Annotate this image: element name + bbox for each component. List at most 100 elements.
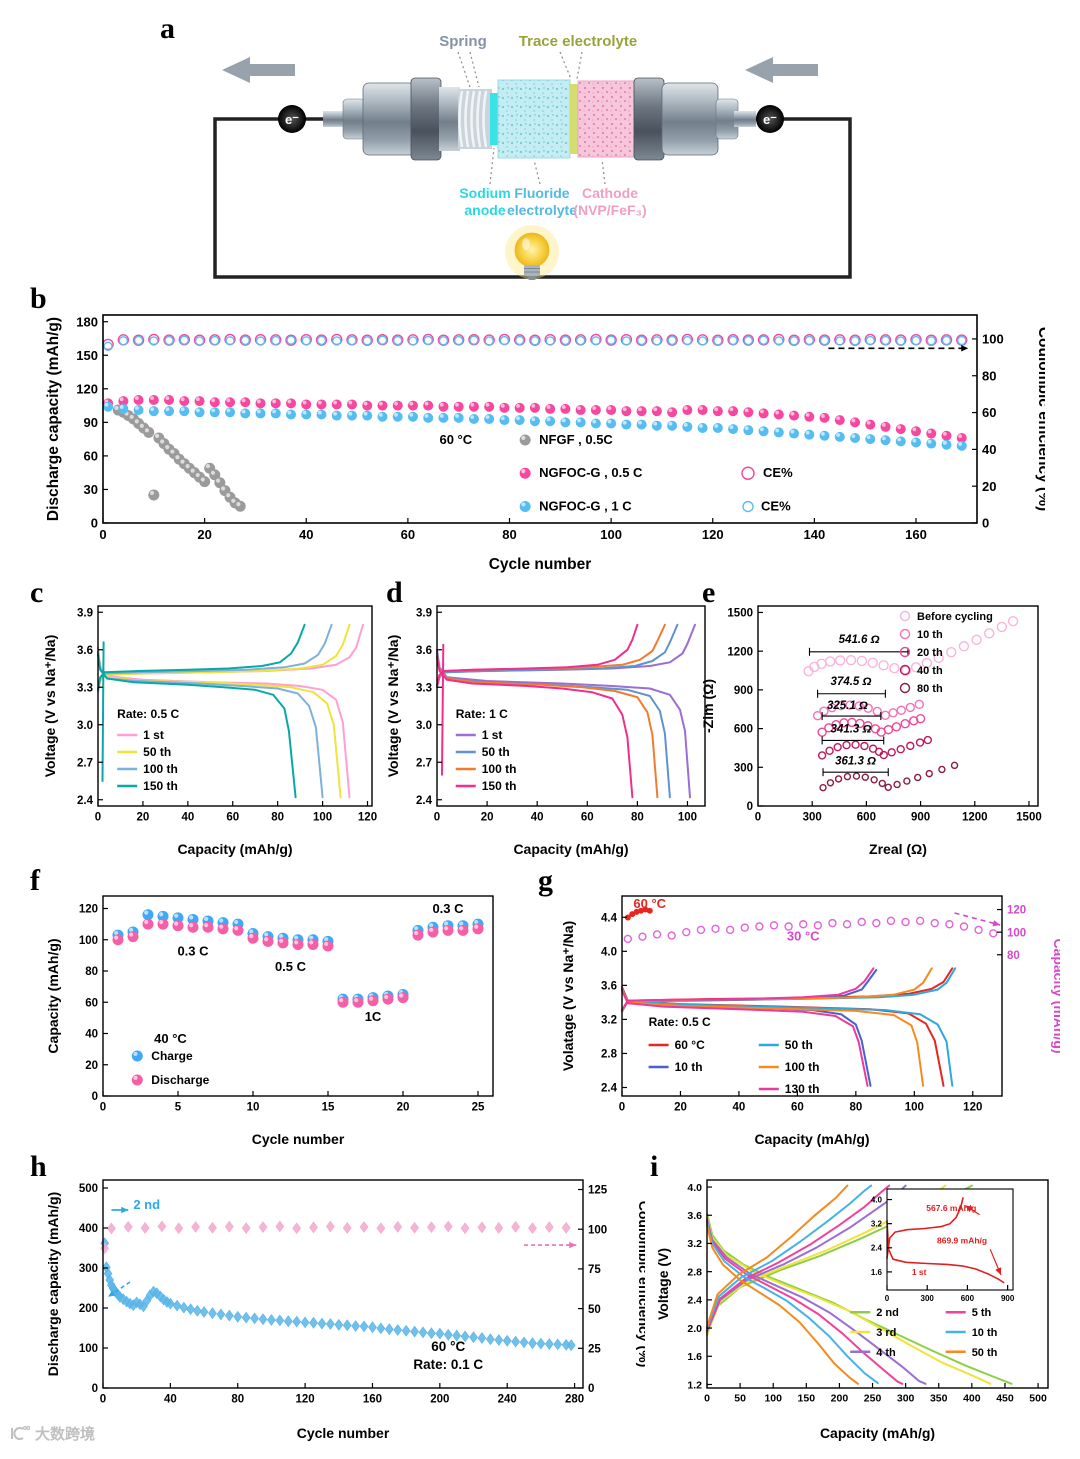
svg-text:120: 120 bbox=[358, 812, 377, 824]
svg-text:40: 40 bbox=[181, 812, 194, 824]
svg-text:Coulombic efficiency (%): Coulombic efficiency (%) bbox=[1035, 327, 1045, 511]
panel-label-h: h bbox=[30, 1150, 47, 1183]
svg-text:2.4: 2.4 bbox=[77, 795, 94, 807]
fluoride-electrolyte-label-1: Fluoride bbox=[514, 185, 569, 201]
svg-text:150 th: 150 th bbox=[143, 779, 178, 793]
svg-text:240: 240 bbox=[498, 1394, 517, 1406]
svg-text:0: 0 bbox=[588, 1383, 594, 1395]
svg-text:200: 200 bbox=[831, 1393, 849, 1405]
svg-text:900: 900 bbox=[734, 685, 753, 697]
svg-text:80: 80 bbox=[1007, 950, 1020, 962]
svg-text:120: 120 bbox=[296, 1394, 315, 1406]
sodium-anode-label-2: anode bbox=[464, 202, 505, 218]
svg-text:60: 60 bbox=[401, 527, 415, 542]
sodium-anode-layer bbox=[490, 93, 498, 145]
svg-text:Capacity (mAh/g): Capacity (mAh/g) bbox=[45, 938, 61, 1053]
svg-text:25: 25 bbox=[472, 1102, 485, 1114]
svg-text:60 °C: 60 °C bbox=[675, 1038, 705, 1052]
svg-text:80: 80 bbox=[85, 966, 98, 978]
svg-text:40: 40 bbox=[733, 1102, 746, 1114]
svg-text:e⁻: e⁻ bbox=[285, 112, 299, 127]
svg-text:120: 120 bbox=[76, 381, 98, 396]
svg-text:100 th: 100 th bbox=[482, 762, 517, 776]
svg-text:0: 0 bbox=[704, 1393, 710, 1405]
current-arrow-right bbox=[745, 57, 818, 83]
svg-text:300: 300 bbox=[803, 812, 822, 824]
svg-text:200: 200 bbox=[79, 1303, 98, 1315]
svg-text:15: 15 bbox=[322, 1102, 335, 1114]
svg-text:Cycle number: Cycle number bbox=[252, 1131, 345, 1147]
svg-text:3.6: 3.6 bbox=[416, 645, 432, 657]
svg-text:Discharge capacity (mAh/g): Discharge capacity (mAh/g) bbox=[45, 317, 62, 521]
svg-text:350: 350 bbox=[930, 1393, 948, 1405]
svg-text:60 °C: 60 °C bbox=[431, 1339, 465, 1354]
svg-text:0: 0 bbox=[982, 516, 989, 531]
svg-text:1 st: 1 st bbox=[912, 1267, 927, 1277]
svg-text:2.8: 2.8 bbox=[687, 1266, 702, 1278]
svg-text:300: 300 bbox=[897, 1393, 915, 1405]
spring-coil bbox=[458, 89, 492, 149]
svg-text:0: 0 bbox=[99, 527, 106, 542]
panel-d-chart: 0 20 40 60 80 100 2.4 2.7 3.0 3.3 3.6 3.9 Capacity (… bbox=[385, 598, 715, 860]
panel-label-i: i bbox=[650, 1150, 659, 1183]
panel-label-e: e bbox=[702, 576, 716, 609]
svg-text:0.5 C: 0.5 C bbox=[275, 959, 307, 974]
svg-text:20: 20 bbox=[397, 1102, 410, 1114]
svg-text:40 °C: 40 °C bbox=[154, 1031, 187, 1046]
svg-text:50 th: 50 th bbox=[785, 1038, 813, 1052]
svg-text:300: 300 bbox=[79, 1263, 98, 1275]
svg-text:Charge: Charge bbox=[151, 1049, 193, 1063]
svg-text:2.7: 2.7 bbox=[416, 757, 432, 769]
svg-text:Rate: 0.1 C: Rate: 0.1 C bbox=[413, 1357, 483, 1372]
svg-text:100: 100 bbox=[313, 812, 332, 824]
svg-text:300: 300 bbox=[921, 1294, 935, 1303]
svg-text:60: 60 bbox=[581, 812, 594, 824]
svg-text:80 th: 80 th bbox=[917, 683, 943, 695]
svg-text:CE%: CE% bbox=[763, 465, 793, 480]
svg-text:Voltage (V vs Na⁺/Na): Voltage (V vs Na⁺/Na) bbox=[42, 635, 58, 778]
svg-text:40: 40 bbox=[299, 527, 313, 542]
svg-text:-Zim (Ω): -Zim (Ω) bbox=[700, 679, 716, 733]
svg-text:280: 280 bbox=[565, 1394, 584, 1406]
svg-text:341.3 Ω: 341.3 Ω bbox=[831, 724, 872, 736]
svg-text:0: 0 bbox=[91, 516, 98, 531]
svg-text:600: 600 bbox=[857, 812, 876, 824]
svg-text:541.6 Ω: 541.6 Ω bbox=[839, 634, 880, 646]
svg-text:2.7: 2.7 bbox=[77, 757, 93, 769]
svg-text:Cycle number: Cycle number bbox=[489, 556, 592, 573]
svg-text:20: 20 bbox=[137, 812, 150, 824]
fluoride-electrolyte-layer bbox=[497, 79, 571, 159]
svg-text:5 th: 5 th bbox=[972, 1307, 992, 1319]
svg-text:NFGF , 0.5C: NFGF , 0.5C bbox=[539, 432, 613, 447]
panel-i-inset-chart: 0 300 600 900 1.6 2.4 3.2 4.0 567.6 mAh/g 869.9 m… bbox=[862, 1185, 1018, 1307]
svg-text:80: 80 bbox=[849, 1102, 862, 1114]
svg-text:120: 120 bbox=[79, 904, 98, 916]
svg-text:40: 40 bbox=[531, 812, 544, 824]
svg-text:100: 100 bbox=[764, 1393, 782, 1405]
svg-text:1 st: 1 st bbox=[143, 728, 164, 742]
watermark-text: 大数跨境 bbox=[35, 1425, 96, 1443]
svg-text:100 th: 100 th bbox=[143, 762, 178, 776]
svg-text:40 th: 40 th bbox=[917, 665, 943, 677]
svg-text:50 th: 50 th bbox=[482, 745, 510, 759]
svg-text:5: 5 bbox=[175, 1102, 182, 1114]
svg-text:4.0: 4.0 bbox=[687, 1182, 702, 1194]
svg-text:100: 100 bbox=[600, 527, 622, 542]
svg-text:60: 60 bbox=[982, 405, 996, 420]
svg-text:60: 60 bbox=[84, 449, 98, 464]
panel-label-c: c bbox=[30, 576, 44, 609]
svg-text:0: 0 bbox=[619, 1102, 625, 1114]
svg-text:NGFOC-G , 1 C: NGFOC-G , 1 C bbox=[539, 499, 632, 514]
svg-text:Cycle number: Cycle number bbox=[297, 1425, 390, 1441]
svg-text:1.2: 1.2 bbox=[687, 1379, 702, 1391]
trace-electrolyte-label: Trace electrolyte bbox=[519, 33, 637, 50]
svg-text:180: 180 bbox=[76, 314, 98, 329]
svg-text:400: 400 bbox=[79, 1223, 98, 1235]
svg-text:600: 600 bbox=[734, 724, 753, 736]
svg-text:900: 900 bbox=[911, 812, 930, 824]
svg-text:130 th: 130 th bbox=[785, 1082, 820, 1096]
svg-text:300: 300 bbox=[734, 762, 753, 774]
svg-text:10: 10 bbox=[247, 1102, 260, 1114]
svg-text:60: 60 bbox=[85, 997, 98, 1009]
svg-text:3.6: 3.6 bbox=[77, 645, 93, 657]
